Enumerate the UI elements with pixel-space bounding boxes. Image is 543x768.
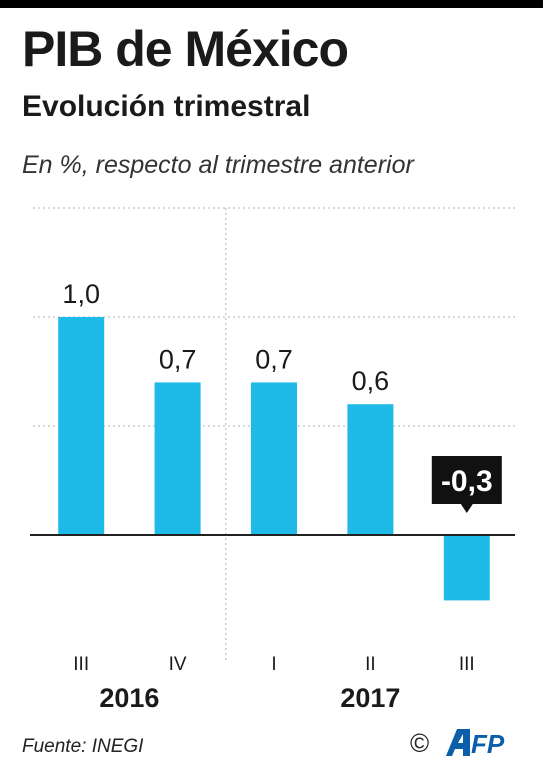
year-label-0: 2016 — [99, 683, 159, 713]
chart-title: PIB de México — [22, 21, 349, 77]
value-label-0: 1,0 — [62, 279, 100, 309]
top-bar — [0, 0, 543, 8]
value-callout — [431, 456, 502, 504]
bar-1 — [154, 382, 201, 535]
chart-subtitle: Evolución trimestral — [22, 90, 311, 123]
category-label-0: III — [73, 654, 89, 675]
bar-4 — [443, 535, 490, 601]
category-label-2: I — [271, 654, 276, 675]
year-label-1: 2017 — [340, 683, 400, 713]
copyright-symbol: © — [410, 728, 430, 758]
svg-text:FP: FP — [471, 729, 505, 757]
value-label-1: 0,7 — [159, 344, 197, 374]
value-callout-pointer — [460, 504, 473, 513]
afp-logo: FP — [446, 729, 505, 757]
bar-2 — [251, 382, 297, 535]
value-label-4: -0,3 — [441, 465, 493, 498]
category-label-3: II — [365, 654, 376, 675]
unit-note: En %, respecto al trimestre anterior — [22, 151, 414, 179]
bar-chart: 1,0 III 0,7 IV 0,7 I 0,6 II -0,3 III 2016 2017 — [30, 207, 515, 713]
value-label-3: 0,6 — [352, 366, 390, 396]
category-label-1: IV — [169, 654, 187, 675]
source-note: Fuente: INEGI — [22, 736, 144, 757]
bar-0 — [58, 317, 105, 535]
value-label-2: 0,7 — [255, 344, 293, 374]
category-label-4: III — [459, 654, 475, 675]
bar-3 — [347, 404, 394, 535]
